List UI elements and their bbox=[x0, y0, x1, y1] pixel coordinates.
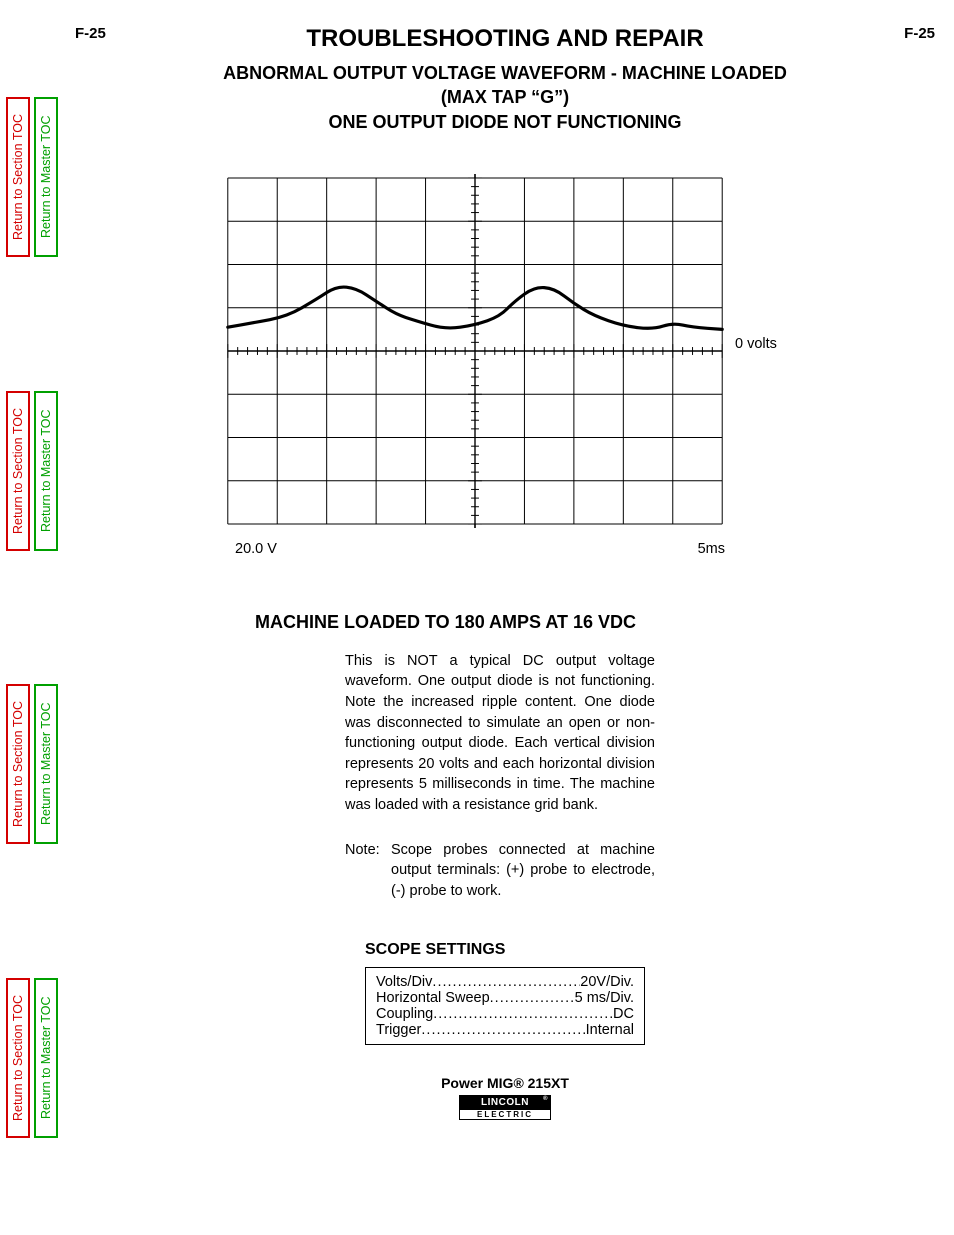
setting-value: DC bbox=[613, 1006, 634, 1022]
return-master-toc-tab[interactable]: Return to Master TOC bbox=[34, 978, 58, 1138]
setting-row: Horizontal Sweep 5 ms/Div. bbox=[376, 990, 634, 1006]
setting-label: Horizontal Sweep bbox=[376, 990, 490, 1006]
setting-dots bbox=[433, 1006, 613, 1022]
setting-row: Trigger Internal bbox=[376, 1022, 634, 1038]
setting-label: Volts/Div bbox=[376, 974, 432, 990]
logo-bottom: ELECTRIC bbox=[459, 1110, 551, 1120]
lincoln-logo: LINCOLN® ELECTRIC bbox=[459, 1095, 551, 1120]
return-master-toc-tab[interactable]: Return to Master TOC bbox=[34, 684, 58, 844]
setting-dots bbox=[432, 974, 580, 990]
note-label: Note: bbox=[345, 840, 391, 902]
return-master-toc-tab[interactable]: Return to Master TOC bbox=[34, 97, 58, 257]
section-toc-column: Return to Section TOC Return to Section … bbox=[6, 0, 30, 1235]
subtitle-line: ONE OUTPUT DIODE NOT FUNCTIONING bbox=[75, 110, 935, 134]
subtitle-line: ABNORMAL OUTPUT VOLTAGE WAVEFORM - MACHI… bbox=[75, 61, 935, 85]
oscilloscope-figure: 0 volts 20.0 V 5ms bbox=[225, 174, 785, 557]
setting-dots bbox=[490, 990, 575, 1006]
time-div-label: 5ms bbox=[698, 541, 725, 557]
note-text: Scope probes connected at machine output… bbox=[391, 840, 655, 902]
body-paragraph: This is NOT a typical DC output voltage … bbox=[345, 651, 655, 816]
setting-dots bbox=[421, 1022, 585, 1038]
setting-label: Trigger bbox=[376, 1022, 421, 1038]
master-toc-column: Return to Master TOC Return to Master TO… bbox=[34, 0, 58, 1235]
subtitle: ABNORMAL OUTPUT VOLTAGE WAVEFORM - MACHI… bbox=[75, 61, 935, 134]
setting-value: 5 ms/Div. bbox=[575, 990, 634, 1006]
return-section-toc-tab[interactable]: Return to Section TOC bbox=[6, 684, 30, 844]
setting-label: Coupling bbox=[376, 1006, 433, 1022]
page-footer: Power MIG® 215XT LINCOLN® ELECTRIC bbox=[75, 1075, 935, 1120]
return-section-toc-tab[interactable]: Return to Section TOC bbox=[6, 97, 30, 257]
setting-value: 20V/Div. bbox=[580, 974, 634, 990]
setting-row: Coupling DC bbox=[376, 1006, 634, 1022]
side-nav-tabs: Return to Section TOC Return to Section … bbox=[6, 0, 58, 1235]
oscilloscope-svg bbox=[225, 174, 725, 528]
page-header: F-25 TROUBLESHOOTING AND REPAIR F-25 bbox=[75, 25, 935, 53]
main-title: TROUBLESHOOTING AND REPAIR bbox=[306, 25, 703, 53]
return-section-toc-tab[interactable]: Return to Section TOC bbox=[6, 978, 30, 1138]
product-name: Power MIG® 215XT bbox=[75, 1075, 935, 1091]
page-content: F-25 TROUBLESHOOTING AND REPAIR F-25 ABN… bbox=[75, 25, 935, 1120]
return-master-toc-tab[interactable]: Return to Master TOC bbox=[34, 391, 58, 551]
section-heading: MACHINE LOADED TO 180 AMPS AT 16 VDC bbox=[255, 612, 935, 633]
subtitle-line: (MAX TAP “G”) bbox=[75, 85, 935, 109]
setting-value: Internal bbox=[586, 1022, 634, 1038]
scope-axis-labels: 20.0 V 5ms bbox=[235, 541, 725, 557]
note-block: Note: Scope probes connected at machine … bbox=[345, 840, 655, 902]
zero-volts-label: 0 volts bbox=[735, 336, 777, 352]
return-section-toc-tab[interactable]: Return to Section TOC bbox=[6, 391, 30, 551]
setting-row: Volts/Div 20V/Div. bbox=[376, 974, 634, 990]
logo-top: LINCOLN® bbox=[459, 1095, 551, 1110]
page-number-left: F-25 bbox=[75, 25, 106, 42]
volts-div-label: 20.0 V bbox=[235, 541, 277, 557]
page-number-right: F-25 bbox=[904, 25, 935, 42]
scope-settings-box: Volts/Div 20V/Div. Horizontal Sweep 5 ms… bbox=[365, 967, 645, 1045]
scope-settings-heading: SCOPE SETTINGS bbox=[365, 941, 935, 959]
